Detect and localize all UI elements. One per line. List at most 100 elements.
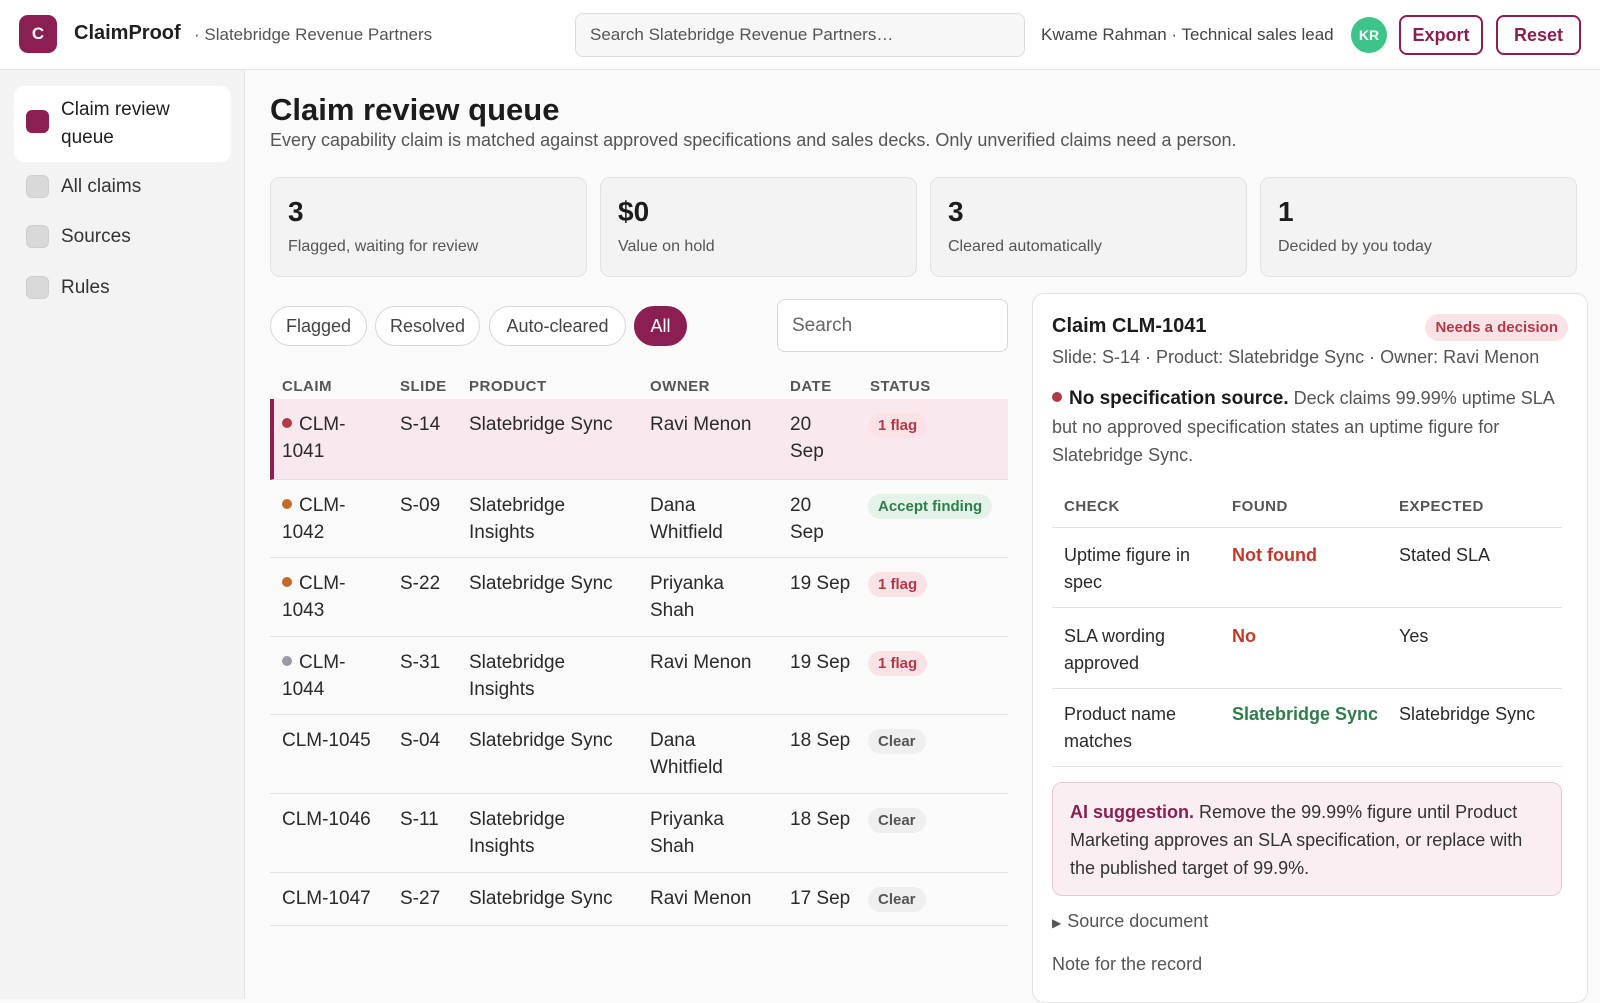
sidebar-item-label: Claim review queue [61, 99, 170, 148]
cell-owner: Dana Whitfield [650, 495, 723, 543]
table-row[interactable]: CLM-1042 S-09 Slatebridge Insights Dana Whi… [270, 480, 1008, 558]
source-document-toggle[interactable]: ▶ Source document [1052, 911, 1208, 932]
priority-dot-icon [282, 498, 292, 509]
table-row[interactable]: CLM-1046 S-11 Slatebridge Insights Priyanka… [270, 794, 1008, 873]
table-row[interactable]: CLM-1043 S-22 Slatebridge Sync Priyanka Sha… [270, 558, 1008, 637]
check-expected: Stated SLA [1399, 545, 1491, 565]
stat-card-value-on-hold: $0 Value on hold [600, 177, 917, 277]
check-row: Product name matches Slatebridge Sync Slat… [1052, 687, 1562, 767]
cell-product: Slatebridge Sync [469, 414, 613, 435]
ai-suggestion-label: AI suggestion. [1070, 802, 1195, 822]
status-badge: Accept finding [868, 494, 993, 519]
cell-product: Slatebridge Sync [469, 573, 613, 594]
cell-slide: S-04 [400, 730, 441, 751]
stat-label: Cleared automatically [948, 238, 1102, 255]
filter-auto-cleared[interactable]: Auto-cleared [489, 306, 626, 346]
reset-button[interactable]: Reset [1496, 15, 1581, 55]
top-bar: C ClaimProof · Slatebridge Revenue Partn… [0, 0, 1600, 70]
cell-owner: Priyanka Shah [650, 809, 724, 857]
check-column-found: FOUND [1232, 498, 1288, 515]
status-badge: 1 flag [868, 413, 928, 438]
status-badge: 1 flag [868, 651, 928, 676]
cell-product: Slatebridge Sync [469, 730, 613, 751]
column-header-owner[interactable]: OWNER [650, 378, 710, 395]
check-expected: Yes [1399, 626, 1429, 646]
claim-detail-panel: Claim CLM-1041 Needs a decision Slide: S… [1032, 293, 1588, 1003]
cell-owner: Priyanka Shah [650, 573, 724, 621]
status-badge: 1 flag [868, 572, 928, 597]
finding-title: No specification source. [1069, 388, 1289, 409]
cell-date: 17 Sep [790, 888, 851, 909]
filter-flagged[interactable]: Flagged [270, 306, 367, 346]
stat-value: 3 [288, 196, 304, 227]
org-name: · Slatebridge Revenue Partners [194, 25, 433, 44]
column-header-date[interactable]: DATE [790, 378, 832, 395]
check-found: No [1232, 626, 1256, 646]
sidebar-item-rules[interactable]: Rules [26, 274, 243, 302]
stat-label: Flagged, waiting for review [288, 238, 479, 255]
column-header-claim[interactable]: CLAIM [282, 378, 332, 395]
queue-icon [26, 110, 49, 133]
cell-slide: S-22 [400, 573, 441, 594]
main-content: Claim review queue Every capability clai… [246, 70, 1600, 1003]
column-header-slide[interactable]: SLIDE [400, 378, 447, 395]
table-row[interactable]: CLM-1047 S-27 Slatebridge Sync Ravi Menon 17… [270, 873, 1008, 926]
global-search-input[interactable]: Search Slatebridge Revenue Partners… [575, 13, 1025, 57]
cell-date: 18 Sep [790, 730, 851, 751]
stat-label: Decided by you today [1278, 238, 1432, 255]
export-button[interactable]: Export [1399, 15, 1483, 55]
cell-date: 19 Sep [790, 652, 851, 673]
checks-header: CHECK FOUND EXPECTED [1052, 492, 1562, 528]
cell-slide: S-27 [400, 888, 441, 909]
check-found: Slatebridge Sync [1232, 704, 1379, 724]
sources-icon [26, 225, 49, 248]
cell-slide: S-09 [400, 495, 441, 516]
filter-all[interactable]: All [634, 306, 687, 346]
sidebar-item-sources[interactable]: Sources [26, 223, 243, 251]
cell-slide: S-31 [400, 652, 441, 673]
flag-dot-icon [1052, 392, 1062, 403]
sidebar-item-claim-review-queue[interactable]: Claim review queue [14, 86, 231, 162]
finding: No specification source. Deck claims 99.… [1052, 384, 1562, 469]
cell-date: 18 Sep [790, 809, 851, 830]
sidebar-item-label: Sources [61, 226, 131, 247]
status-badge: Clear [868, 729, 926, 754]
cell-date: 20 Sep [790, 495, 824, 543]
stat-value: 1 [1278, 196, 1294, 227]
detail-title: Claim CLM-1041 [1052, 315, 1207, 337]
check-row: Uptime figure in spec Not found Stated SLA [1052, 528, 1562, 608]
finding-text: Deck claims 99.99% uptime SLA but no app… [1052, 388, 1554, 465]
cell-product: Slatebridge Insights [469, 495, 566, 543]
source-document-label: Source document [1067, 911, 1209, 931]
detail-meta: Slide: S-14 · Product: Slatebridge Sync … [1052, 347, 1540, 367]
cell-product: Slatebridge Insights [469, 652, 566, 700]
avatar[interactable]: KR [1351, 17, 1387, 53]
check-column-expected: EXPECTED [1399, 498, 1484, 515]
rules-icon [26, 276, 49, 299]
app-logo[interactable]: C [19, 15, 57, 53]
cell-owner: Ravi Menon [650, 414, 752, 435]
cell-claim: CLM-1044 [282, 652, 346, 700]
page-subtitle: Every capability claim is matched agains… [270, 130, 1237, 150]
filter-resolved[interactable]: Resolved [375, 306, 480, 346]
cell-owner: Ravi Menon [650, 652, 752, 673]
table-search-input[interactable]: Search [777, 299, 1008, 352]
sidebar-item-all-claims[interactable]: All claims [26, 173, 243, 201]
triangle-right-icon: ▶ [1052, 916, 1062, 930]
check-found: Not found [1232, 545, 1317, 565]
cell-claim: CLM-1046 [282, 809, 371, 830]
cell-claim: CLM-1045 [282, 730, 371, 751]
ai-suggestion: AI suggestion. Remove the 99.99% figure … [1052, 782, 1562, 896]
stat-card-cleared: 3 Cleared automatically [930, 177, 1247, 277]
user-name: Kwame Rahman · Technical sales lead [1041, 25, 1334, 44]
stat-value: $0 [618, 196, 650, 227]
stat-label: Value on hold [618, 238, 715, 255]
table-row[interactable]: CLM-1044 S-31 Slatebridge Insights Ravi Men… [270, 637, 1008, 715]
stat-card-flagged: 3 Flagged, waiting for review [270, 177, 587, 277]
check-name: Uptime figure in spec [1064, 545, 1191, 592]
table-row[interactable]: CLM-1045 S-04 Slatebridge Sync Dana Whitfie… [270, 715, 1008, 794]
column-header-product[interactable]: PRODUCT [469, 378, 547, 395]
page-title: Claim review queue [270, 92, 560, 127]
table-row[interactable]: CLM-1041 S-14 Slatebridge Sync Ravi Menon 20… [270, 399, 1008, 480]
column-header-status[interactable]: STATUS [870, 378, 931, 395]
